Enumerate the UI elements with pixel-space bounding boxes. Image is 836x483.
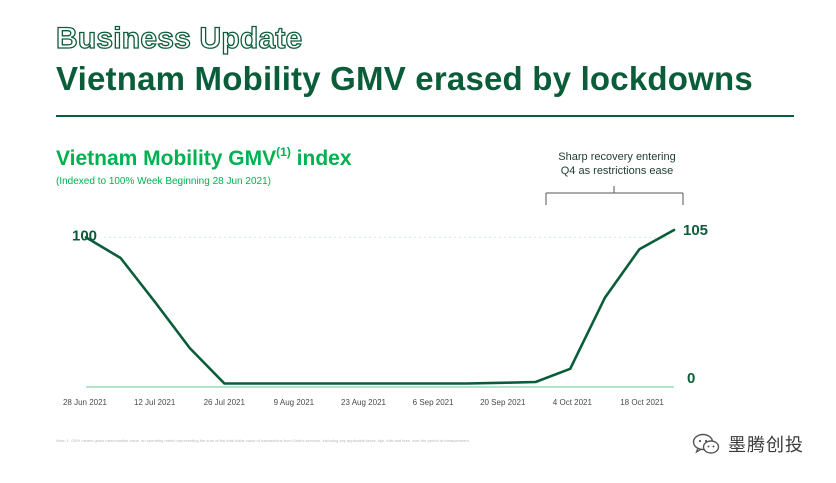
chart-subtitle: (Indexed to 100% Week Beginning 28 Jun 2… [56,176,271,187]
x-tick-label: 6 Sep 2021 [413,398,454,407]
data-label-100: 100 [72,227,97,244]
x-tick-label: 4 Oct 2021 [553,398,593,407]
watermark: 墨腾创投 [692,431,804,457]
chart-title-footnote-ref: (1) [276,145,291,159]
chart-title-suffix: index [290,147,352,170]
annotation-bracket [545,186,684,205]
x-tick-label: 12 Jul 2021 [134,398,176,407]
x-tick-label: 26 Jul 2021 [204,398,246,407]
x-tick-label: 28 Jun 2021 [63,398,108,407]
data-label-105: 105 [683,222,708,239]
footnote: Note: 1. GMV means gross merchandise val… [56,438,470,443]
chart-title-main: Vietnam Mobility GMV [56,147,277,170]
x-tick-label: 23 Aug 2021 [341,398,386,407]
annotation-line-2: Q4 as restrictions ease [560,165,674,177]
wechat-icon [692,433,720,454]
data-label-baseline: 0 [687,370,695,387]
watermark-text: 墨腾创投 [728,435,804,456]
series-line-gmv-index [84,228,676,385]
chart-title: Vietnam Mobility GMV(1) index [56,145,352,171]
page-title: Vietnam Mobility GMV erased by lockdowns [56,60,753,97]
x-tick-label: 18 Oct 2021 [620,398,664,407]
annotation-line-1: Sharp recovery entering [558,151,676,163]
header-divider [56,115,794,117]
recovery-annotation: Sharp recovery entering Q4 as restrictio… [522,150,712,178]
x-tick-label: 9 Aug 2021 [274,398,315,407]
section-title: Business Update [55,21,303,55]
x-tick-label: 20 Sep 2021 [480,398,526,407]
